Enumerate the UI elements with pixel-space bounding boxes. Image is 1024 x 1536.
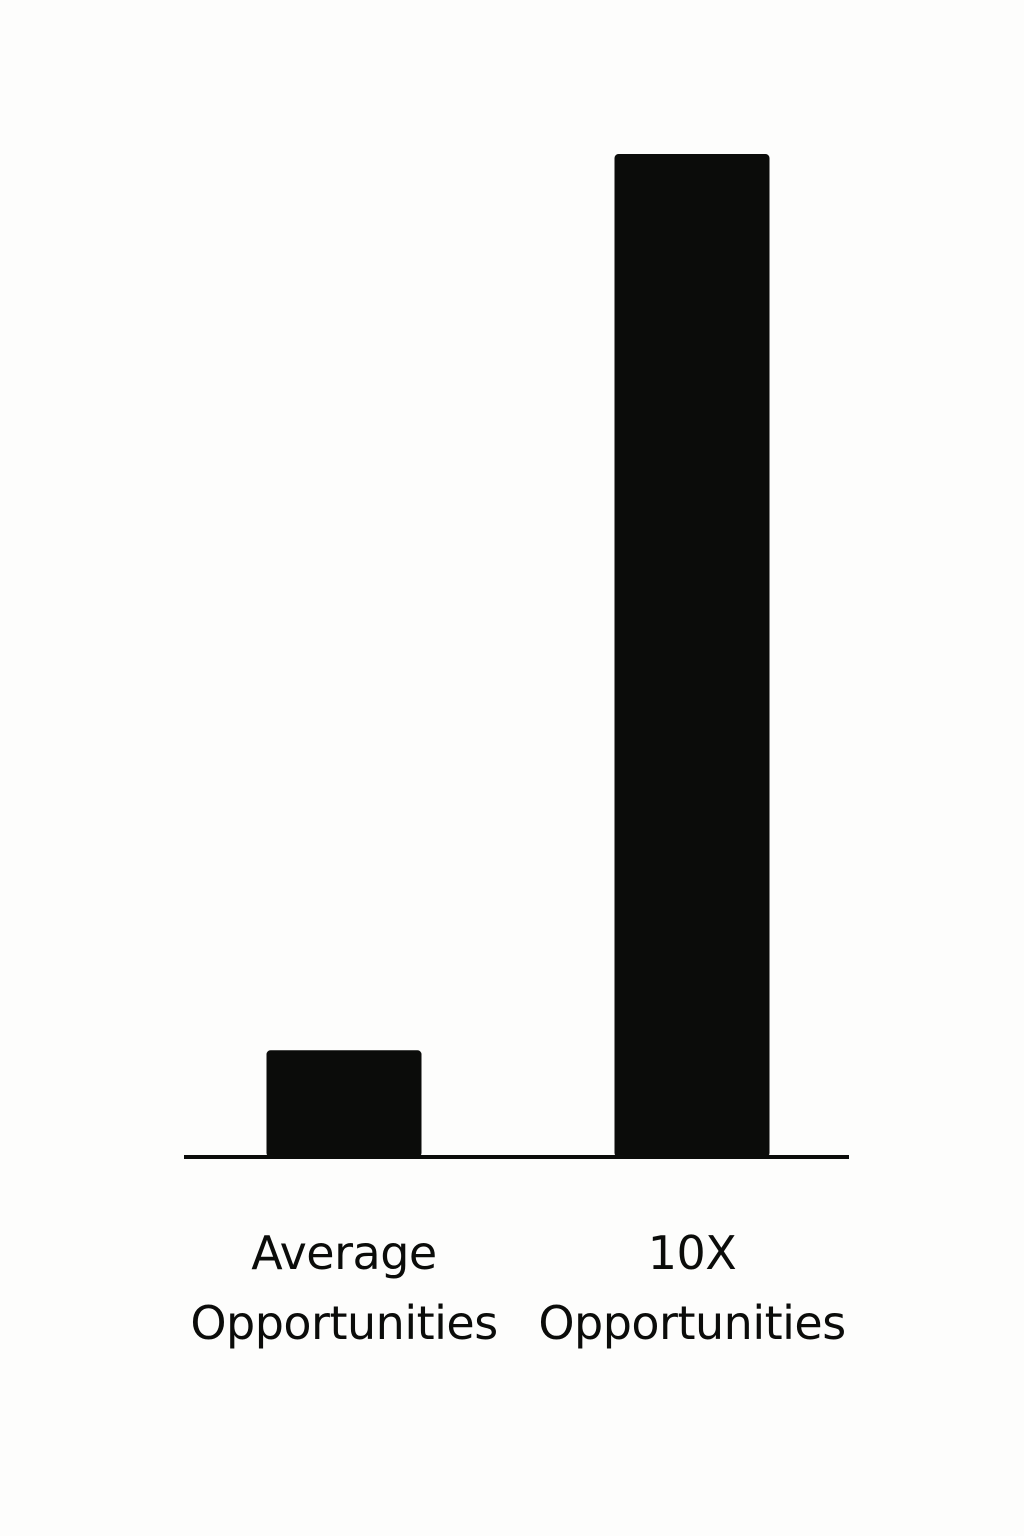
bars-group <box>266 154 770 1157</box>
category-label-average-line2: Opportunities <box>190 1296 498 1350</box>
category-label-average: Average Opportunities <box>164 1218 524 1358</box>
category-label-average-line1: Average <box>251 1226 437 1280</box>
category-label-10x-line2: Opportunities <box>538 1296 846 1350</box>
bar-10x-opportunities <box>614 154 770 1157</box>
bar-average-opportunities <box>266 1050 422 1157</box>
category-label-10x-line1: 10X <box>647 1226 737 1280</box>
category-label-10x: 10X Opportunities <box>512 1218 872 1358</box>
